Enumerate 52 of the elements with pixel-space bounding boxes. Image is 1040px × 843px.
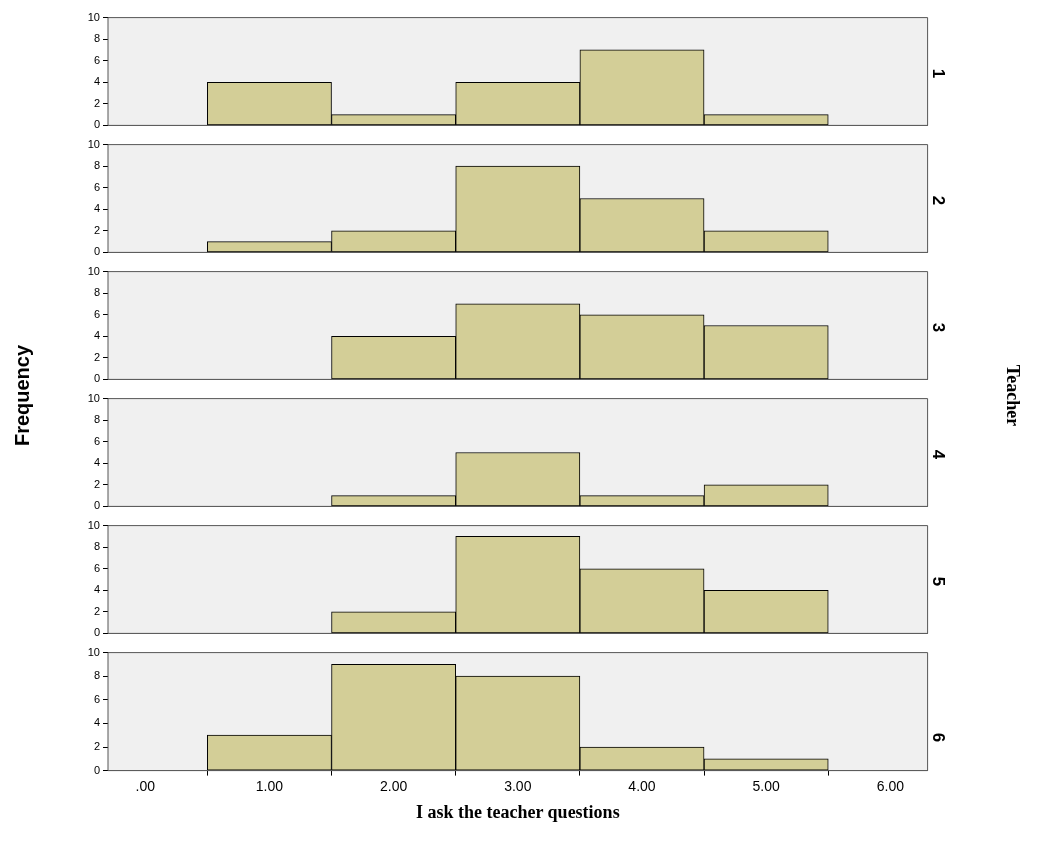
y-tick-label: 4 [93,716,100,729]
y-tick-label: 8 [93,32,100,45]
y-tick-label: 0 [93,245,100,258]
x-tick-label: 6.00 [876,777,905,794]
x-tick-label: 2.00 [379,777,408,794]
y-tick-label: 10 [87,645,100,658]
y-tick-label: 0 [93,626,100,639]
text: 3 [929,322,949,333]
y-tick-label: 6 [93,434,100,447]
text: 2 [929,195,949,206]
x-tick-label: .00 [135,777,156,794]
y-tick-label: 2 [93,223,100,236]
y-tick-label: 0 [93,763,100,776]
y-axis-title: Frequency [11,344,35,447]
y-tick-label: 4 [93,75,100,88]
y-tick-label: 0 [93,499,100,512]
y-tick-label: 10 [87,137,100,150]
x-tick-label: 5.00 [752,777,780,794]
text: 4 [929,449,949,460]
y-tick-label: 8 [93,159,100,172]
x-axis-title: I ask the teacher questions [415,801,620,822]
y-tick-label: 8 [93,669,100,682]
x-tick-label: 4.00 [628,777,656,794]
y-tick-label: 2 [93,96,100,109]
x-tick-label: 1.00 [255,777,284,794]
y-tick-label: 4 [93,456,100,469]
y-tick-label: 2 [93,604,100,617]
y-tick-label: 10 [87,264,100,277]
y-tick-label: 6 [93,307,100,320]
text: 1 [929,68,949,79]
text: 6 [929,732,949,743]
y-tick-label: 6 [93,53,100,66]
y-tick-label: 2 [93,740,100,753]
y-tick-label: 2 [93,350,100,363]
y-tick-label: 8 [93,413,100,426]
y2-axis-title: Teacher [1002,364,1024,427]
y-tick-label: 0 [93,118,100,131]
y-tick-label: 4 [93,329,100,342]
text: 5 [929,576,949,587]
y-tick-label: 6 [93,692,100,705]
y-tick-label: 4 [93,583,100,596]
y-tick-label: 10 [87,391,100,404]
y-tick-label: 8 [93,540,100,553]
x-tick-label: 3.00 [504,777,532,794]
y-tick-label: 2 [93,477,100,490]
y-tick-label: 6 [93,561,100,574]
y-tick-label: 8 [93,286,100,299]
y-tick-label: 10 [87,518,100,531]
y-tick-label: 4 [93,202,100,215]
y-tick-label: 10 [87,10,100,23]
y-tick-label: 0 [93,372,100,385]
y-tick-label: 6 [93,180,100,193]
